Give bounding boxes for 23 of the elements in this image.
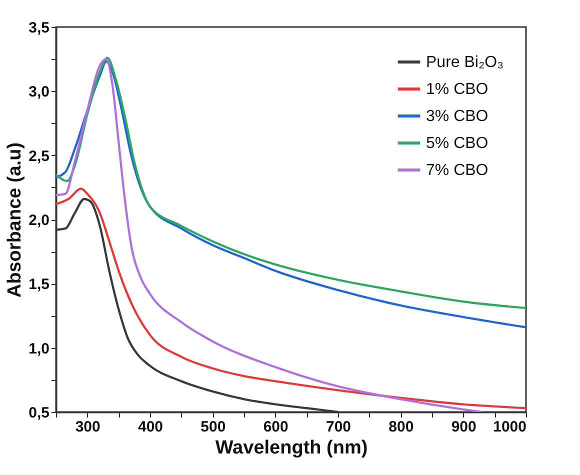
legend-label: 3% CBO	[426, 108, 488, 125]
x-tick-label: 300	[75, 418, 100, 436]
x-tick-label: 500	[200, 418, 226, 436]
y-tick-label: 0,5	[28, 404, 50, 422]
y-tick-label: 3,0	[28, 84, 50, 101]
y-tick-label: 2,5	[28, 148, 50, 165]
x-tick-label: 1000	[493, 418, 526, 436]
y-tick-label: 3,5	[28, 20, 50, 36]
x-tick-label: 400	[138, 418, 164, 436]
x-tick-label: 600	[263, 418, 288, 436]
line-series	[56, 188, 526, 410]
y-tick-label: 1,5	[28, 276, 50, 294]
x-tick-label: 700	[326, 418, 352, 436]
x-axis-title: Wavelength (nm)	[215, 438, 368, 458]
legend-label: 7% CBO	[426, 162, 488, 179]
legend-label: 1% CBO	[426, 81, 488, 98]
x-tick-label: 800	[388, 418, 414, 436]
x-tick-label: 900	[451, 418, 476, 436]
legend-label: Pure Bi₂O₃	[426, 54, 504, 71]
legend-label: 5% CBO	[426, 135, 488, 152]
y-tick-label: 1,0	[28, 340, 50, 358]
y-tick-label: 2,0	[28, 212, 50, 229]
y-axis-title: Absorbance (a.u)	[4, 142, 26, 298]
